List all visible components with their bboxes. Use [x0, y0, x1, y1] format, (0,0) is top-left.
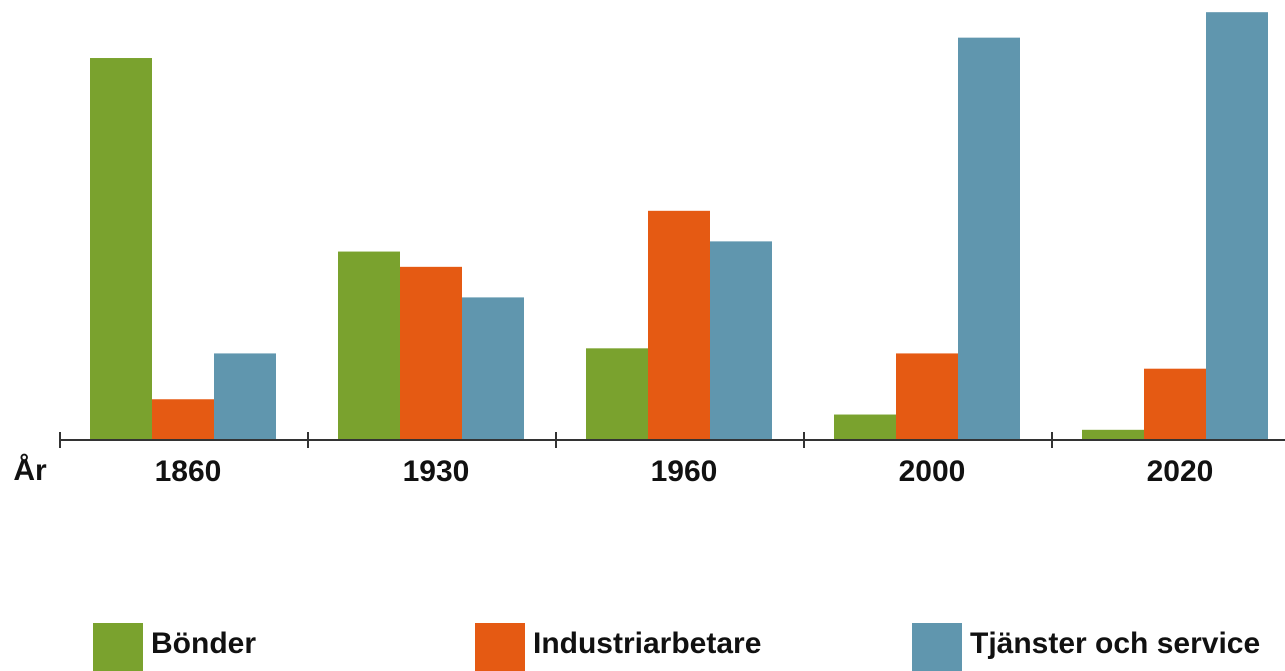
bar [896, 353, 958, 440]
x-axis-label: År [13, 454, 47, 487]
legend-label: Bönder [151, 627, 256, 660]
bar [1082, 429, 1144, 440]
bar [152, 399, 214, 440]
bar [214, 353, 276, 440]
bar [586, 348, 648, 440]
x-tick-label: 1960 [651, 455, 718, 488]
bar [338, 251, 400, 440]
bar [834, 414, 896, 440]
bar [462, 297, 524, 440]
bar [1144, 368, 1206, 440]
bar [710, 241, 772, 440]
bar [90, 58, 152, 440]
legend-label: Industriarbetare [533, 627, 761, 660]
legend-swatch [475, 623, 525, 671]
bar [400, 266, 462, 440]
legend-swatch [93, 623, 143, 671]
bar [1206, 12, 1268, 441]
x-tick-label: 1860 [155, 455, 222, 488]
legend-label: Tjänster och service [970, 627, 1260, 660]
bar [648, 210, 710, 440]
bar [958, 37, 1020, 441]
x-tick-label: 2020 [1147, 455, 1214, 488]
legend-swatch [912, 623, 962, 671]
x-tick-label: 1930 [403, 455, 470, 488]
x-tick-label: 2000 [899, 455, 966, 488]
